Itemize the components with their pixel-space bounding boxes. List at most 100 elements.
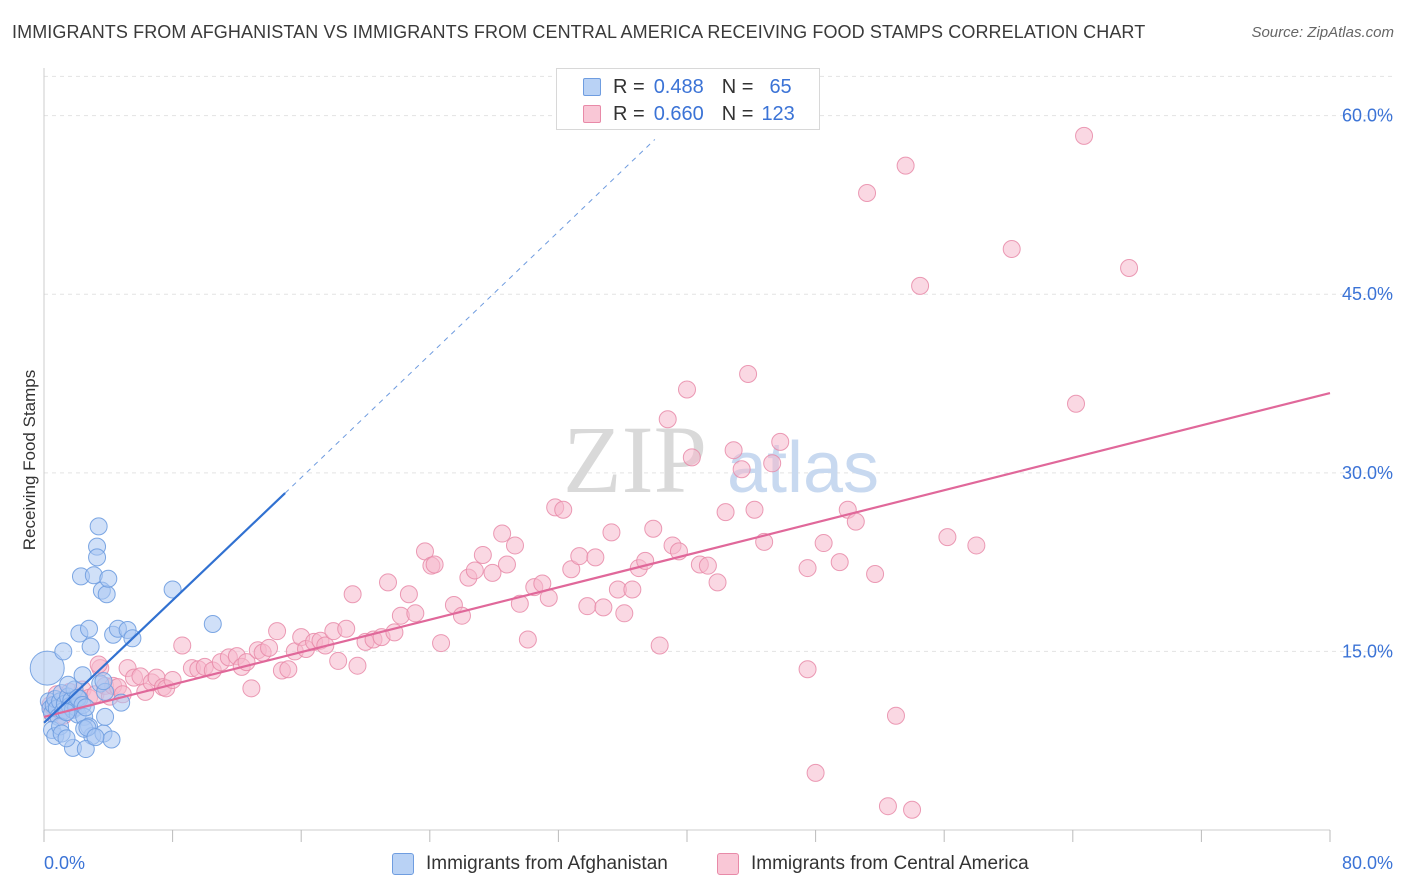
point-central-america — [658, 410, 677, 429]
point-central-america — [886, 706, 905, 725]
bottom-legend-afghanistan: Immigrants from Afghanistan — [392, 851, 668, 877]
point-central-america — [846, 512, 865, 531]
point-afghanistan — [29, 650, 65, 686]
point-central-america — [615, 604, 634, 623]
point-central-america — [379, 573, 398, 592]
point-central-america — [337, 619, 356, 638]
point-central-america — [497, 555, 516, 574]
y-tick-label: 60.0% — [1342, 106, 1393, 126]
point-central-america — [623, 580, 642, 599]
bottom-legend-label: Immigrants from Central America — [751, 853, 1029, 874]
tick-labels: 15.0% 30.0% 45.0% 60.0% 0.0% 80.0% — [44, 106, 1393, 873]
point-central-america — [798, 660, 817, 679]
point-afghanistan — [89, 517, 108, 536]
point-central-america — [650, 636, 669, 655]
x-tick-label-min: 0.0% — [44, 853, 85, 873]
point-afghanistan — [81, 637, 100, 656]
point-afghanistan — [57, 729, 76, 748]
point-central-america — [771, 432, 790, 451]
watermark-zip: ZIP — [563, 406, 707, 513]
point-central-america — [260, 638, 279, 657]
legend-swatch-central-america — [583, 105, 601, 123]
trendline-afghanistan — [43, 492, 286, 724]
legend-n-value: 123 — [761, 102, 795, 125]
point-central-america — [594, 598, 613, 617]
watermark-atlas: atlas — [727, 428, 879, 508]
point-afghanistan — [88, 548, 107, 567]
point-central-america — [724, 441, 743, 460]
point-central-america — [602, 523, 621, 542]
point-central-america — [473, 545, 492, 564]
point-central-america — [173, 636, 192, 655]
chart-title: IMMIGRANTS FROM AFGHANISTAN VS IMMIGRANT… — [12, 22, 1146, 42]
point-central-america — [518, 630, 537, 649]
point-central-america — [510, 594, 529, 613]
source-credit: Source: ZipAtlas.com — [1251, 24, 1394, 41]
point-central-america — [858, 184, 877, 203]
point-central-america — [644, 519, 663, 538]
point-central-america — [268, 622, 287, 641]
point-central-america — [1002, 239, 1021, 258]
legend-r-value: 0.488 — [653, 75, 704, 98]
trend-lines — [43, 139, 1331, 724]
point-afghanistan — [97, 585, 116, 604]
point-afghanistan — [203, 615, 222, 634]
point-central-america — [698, 556, 717, 575]
point-afghanistan — [73, 666, 92, 685]
point-central-america — [1075, 126, 1094, 145]
legend-swatch-afghanistan — [583, 78, 601, 96]
point-afghanistan — [76, 740, 95, 759]
legend-n-label: N = — [721, 75, 754, 98]
y-axis-label-container: Receiving Food Stamps — [10, 280, 50, 640]
point-central-america — [866, 565, 885, 584]
point-central-america — [483, 563, 502, 582]
point-central-america — [343, 585, 362, 604]
legend-n-label: N = — [721, 102, 754, 125]
legend-r-label: R = — [613, 75, 645, 98]
point-afghanistan — [94, 672, 113, 691]
point-central-america — [678, 380, 696, 399]
point-central-america — [242, 679, 261, 698]
x-tick-label-max: 80.0% — [1342, 853, 1393, 873]
point-central-america — [1120, 259, 1139, 278]
point-central-america — [554, 500, 573, 519]
point-central-america — [739, 364, 758, 383]
legend-row-afghanistan: R = 0.488 N = 65 — [583, 75, 792, 99]
series-central-america-points — [41, 126, 1139, 819]
point-central-america — [732, 460, 751, 479]
point-central-america — [814, 534, 833, 553]
legend-r-value: 0.660 — [653, 102, 704, 125]
point-afghanistan — [86, 728, 105, 747]
legend-row-central-america: R = 0.660 N = 123 — [583, 102, 795, 126]
y-tick-label: 30.0% — [1342, 463, 1393, 483]
series-afghanistan-points — [29, 517, 222, 759]
bottom-legend-label: Immigrants from Afghanistan — [426, 853, 668, 874]
point-central-america — [682, 448, 701, 467]
point-afghanistan — [54, 642, 73, 661]
point-afghanistan — [96, 707, 115, 726]
point-central-america — [570, 547, 589, 566]
point-afghanistan — [99, 569, 118, 588]
point-central-america — [348, 656, 367, 675]
y-tick-label: 45.0% — [1342, 284, 1393, 304]
point-afghanistan — [59, 675, 78, 694]
bottom-legend-central-america: Immigrants from Central America — [717, 851, 1029, 877]
point-central-america — [432, 634, 451, 653]
legend-r-label: R = — [613, 102, 645, 125]
y-axis-label: Receiving Food Stamps — [20, 369, 39, 551]
y-tick-label: 15.0% — [1342, 641, 1393, 661]
point-central-america — [903, 800, 922, 819]
bottom-legend-swatch-central-america — [717, 853, 739, 875]
gridlines — [44, 75, 1392, 652]
trendline-central-america — [43, 391, 1331, 718]
point-central-america — [279, 660, 298, 679]
correlation-legend: R = 0.488 N = 65 R = 0.660 N = 123 — [556, 68, 820, 130]
point-central-america — [896, 156, 915, 175]
point-central-america — [465, 561, 484, 580]
legend-n-value: 65 — [769, 75, 792, 98]
point-central-america — [708, 573, 727, 592]
point-central-america — [967, 536, 986, 555]
point-central-america — [562, 560, 581, 579]
point-central-america — [425, 555, 444, 574]
